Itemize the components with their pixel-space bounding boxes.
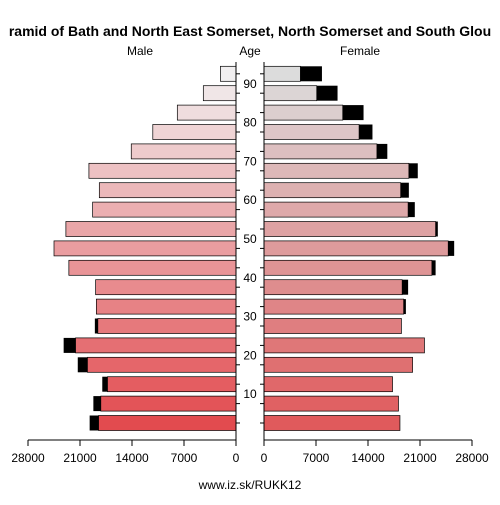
male-label: Male [127,44,153,58]
male-bar-75-79 [152,124,237,140]
male-x-tick-label-7000: 7000 [171,451,198,465]
age-tick-label-60: 60 [243,193,257,207]
male-bar-0-4 [98,415,237,431]
female-bar-85-89 [263,85,318,102]
age-label: Age [239,44,261,58]
age-tick-label-30: 30 [243,310,257,324]
age-tick-label-40: 40 [243,271,257,285]
female-excess-30-34 [403,299,406,315]
female-bar-10-14 [263,376,393,393]
male-bar-15-19 [87,356,237,373]
female-bar-75-79 [263,124,360,140]
male-bar-70-74 [130,143,237,160]
age-tick-label-10: 10 [243,387,257,401]
female-bar-40-44 [263,259,433,276]
female-x-tick-label-28000: 28000 [455,451,489,465]
female-bar-20-24 [263,337,425,354]
male-bar-5-9 [100,395,237,412]
age-tick-label-80: 80 [243,116,257,130]
female-excess-35-39 [402,279,409,295]
female-x-tick-label-14000: 14000 [351,451,385,465]
male-bar-90+ [220,65,237,82]
male-x-tick-label-28000: 28000 [11,451,45,465]
male-bar-60-64 [98,182,237,199]
male-bar-80-84 [176,104,237,121]
male-bar-55-59 [92,201,237,218]
female-bar-60-64 [263,182,402,199]
female-excess-60-64 [400,182,409,198]
male-x-tick-label-21000: 21000 [63,451,97,465]
age-tick-label-20: 20 [243,348,257,362]
male-bar-35-39 [95,279,237,296]
male-excess-5-9 [93,396,101,412]
female-bar-15-19 [263,356,413,373]
male-excess-10-14 [102,376,108,392]
female-excess-45-49 [448,240,455,256]
female-bar-80-84 [263,104,344,121]
chart-title: ramid of Bath and North East Somerset, N… [9,23,491,39]
male-bar-20-24 [75,337,237,354]
female-excess-75-79 [359,124,373,140]
male-bar-10-14 [107,376,237,393]
female-excess-65-69 [408,163,418,179]
axes-group: 28000 21000 14000 7000 0 0 7000 14000 21000 28000… [11,62,489,465]
male-bar-85-89 [202,85,237,102]
female-bar-5-9 [263,395,399,412]
footer-url: www.iz.sk/RUKK12 [198,478,302,492]
female-bar-70-74 [263,143,378,160]
female-excess-50-54 [435,221,438,237]
female-x-tick-label-21000: 21000 [403,451,437,465]
age-tick-label-90: 90 [243,77,257,91]
female-excess-85-89 [316,85,338,101]
female-bar-50-54 [263,221,436,237]
male-excess-25-29 [94,318,98,334]
male-bar-30-34 [95,298,237,315]
female-bar-45-49 [263,240,449,257]
male-excess-15-19 [77,357,88,373]
male-bar-25-29 [97,318,237,334]
female-excess-90+ [300,66,322,82]
female-excess-55-59 [408,202,415,218]
female-bar-90+ [263,65,301,82]
male-bar-50-54 [65,221,237,237]
male-excess-0-4 [89,415,99,431]
male-bar-40-44 [68,259,237,276]
male-bar-45-49 [53,240,237,257]
male-bar-65-69 [88,162,237,179]
female-bar-65-69 [263,162,410,179]
female-bar-25-29 [263,318,402,334]
bars-group [53,65,455,431]
female-x-tick-label-7000: 7000 [303,451,330,465]
female-excess-70-74 [376,143,388,159]
female-x-tick-label-0: 0 [261,451,268,465]
female-bar-55-59 [263,201,409,218]
male-x-tick-label-14000: 14000 [115,451,149,465]
male-x-tick-label-0: 0 [233,451,240,465]
female-excess-80-84 [342,105,364,121]
female-bar-30-34 [263,298,405,315]
age-tick-label-70: 70 [243,154,257,168]
female-bar-0-4 [263,415,401,431]
female-label: Female [340,44,380,58]
male-excess-20-24 [63,337,76,353]
age-tick-label-50: 50 [243,232,257,246]
female-bar-35-39 [263,279,403,296]
female-excess-40-44 [431,260,436,276]
